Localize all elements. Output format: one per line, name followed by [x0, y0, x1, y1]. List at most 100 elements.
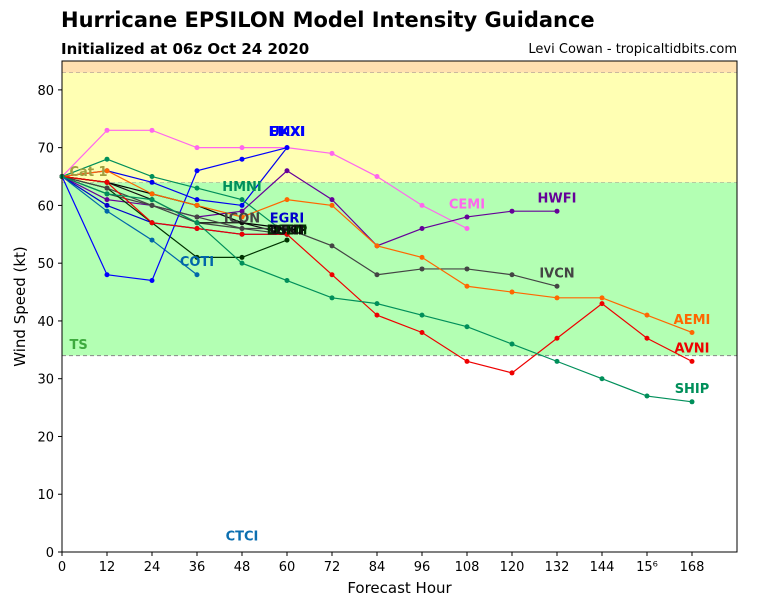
- point-emxi: [149, 278, 155, 284]
- point-ivcn: [194, 214, 200, 220]
- point-aemi: [239, 214, 245, 220]
- series-label-coti: COTI: [180, 255, 214, 270]
- series-label-emxi: EMXI: [269, 125, 306, 140]
- x-tick-label: 72: [324, 560, 341, 575]
- y-tick-label: 70: [37, 142, 54, 157]
- series-line-cemi: [61, 129, 468, 230]
- point-lgem: [194, 254, 200, 260]
- series-label-aemi: AEMI: [674, 313, 711, 328]
- point-aemi: [374, 243, 380, 249]
- series-label-icon: ICON: [224, 212, 260, 227]
- series-label-hmni: HMNI: [222, 180, 262, 195]
- point-coti: [104, 208, 110, 214]
- point-avni: [554, 335, 560, 341]
- series-label-ship: SHIP: [675, 382, 710, 397]
- y-axis-label: Wind Speed (kt): [11, 246, 29, 367]
- point-aemi: [104, 168, 110, 174]
- point-cemi: [419, 202, 425, 208]
- point-avni: [689, 358, 695, 364]
- point-ship: [644, 393, 650, 399]
- point-aemi: [599, 295, 605, 301]
- x-tick-label: 36: [189, 560, 206, 575]
- point-avni: [464, 358, 470, 364]
- y-tick-label: 40: [37, 315, 54, 330]
- x-tick-label: 96: [414, 560, 431, 575]
- point-ukxi: [194, 197, 200, 203]
- series-label-ivcn: IVCN: [539, 267, 574, 282]
- point-cemi: [194, 145, 200, 151]
- point-ship: [599, 376, 605, 382]
- point-hmni: [194, 185, 200, 191]
- point-ship: [689, 399, 695, 405]
- y-tick-label: 0: [46, 546, 54, 561]
- point-ship: [419, 312, 425, 318]
- point-hwfi: [284, 168, 290, 174]
- y-tick-label: 50: [37, 257, 54, 272]
- point-ivcn: [419, 266, 425, 272]
- point-ship: [239, 260, 245, 266]
- point-aemi: [284, 197, 290, 203]
- series-label-cemi: CEMI: [449, 197, 485, 212]
- y-tick-label: 80: [37, 84, 54, 99]
- point-ukxi: [149, 179, 155, 185]
- series-line-ivcn: [61, 175, 558, 287]
- point-hmni: [104, 156, 110, 162]
- point-lgem: [284, 237, 290, 243]
- x-tick-label: 108: [455, 560, 480, 575]
- point-avni: [194, 226, 200, 232]
- point-avni: [329, 272, 335, 278]
- y-tick-label: 30: [37, 373, 54, 388]
- point-hwfi: [419, 226, 425, 232]
- point-ivcn: [374, 272, 380, 278]
- series-labels: Cat 1 TS CTCI UKXI CEMI HWFI HMNI ICON EGRIDSHPL…: [70, 125, 711, 544]
- x-tick-label: 120: [500, 560, 525, 575]
- x-axis-label: Forecast Hour: [347, 579, 452, 597]
- x-tick-label: 12: [99, 560, 116, 575]
- y-tick-label: 60: [37, 199, 54, 214]
- point-avni: [239, 231, 245, 237]
- point-ship: [374, 301, 380, 307]
- point-ship: [149, 197, 155, 203]
- point-hwfi: [239, 208, 245, 214]
- x-tick-label: 15⁶: [636, 560, 658, 575]
- band-cat-2: [62, 61, 737, 73]
- point-hmni: [149, 174, 155, 180]
- band-label-ts: TS: [70, 338, 88, 353]
- point-avni: [104, 179, 110, 185]
- point-avni: [284, 231, 290, 237]
- chart-subtitle: Initialized at 06z Oct 24 2020: [61, 40, 310, 58]
- point-coti: [194, 272, 200, 278]
- band-label-cat-1: Cat 1: [70, 165, 108, 180]
- point-cemi: [149, 127, 155, 133]
- band-cat-1: [62, 72, 737, 183]
- point-cemi: [464, 226, 470, 232]
- point-ofci: [239, 220, 245, 226]
- series-lines: [59, 127, 695, 405]
- point-emxi: [104, 272, 110, 278]
- point-aemi: [149, 191, 155, 197]
- point-ship: [329, 295, 335, 301]
- point-avni: [509, 370, 515, 376]
- point-aemi: [329, 202, 335, 208]
- point-ivcn: [239, 226, 245, 232]
- point-aemi: [644, 312, 650, 318]
- point-aemi: [509, 289, 515, 295]
- point-avni: [419, 329, 425, 335]
- chart-title: Hurricane EPSILON Model Intensity Guidan…: [61, 8, 595, 32]
- point-ship: [284, 278, 290, 284]
- axis-ticks: 0 12 24 36 48 60 72 84 96 108 120 132 144 15⁶ 168 0 10 20…: [37, 84, 704, 575]
- point-cemi: [104, 127, 110, 133]
- series-label-ukxi: UKXI: [269, 125, 305, 140]
- point-hwfi: [104, 197, 110, 203]
- x-tick-label: 24: [144, 560, 161, 575]
- series-line-hwfi: [61, 170, 557, 247]
- point-aemi: [194, 202, 200, 208]
- point-ship: [194, 220, 200, 226]
- point-avni: [374, 312, 380, 318]
- point-ivcn: [554, 283, 560, 289]
- point-cemi: [239, 145, 245, 151]
- point-hwfi: [329, 197, 335, 203]
- point-ship: [509, 341, 515, 347]
- series-label-avni: AVNI: [675, 342, 710, 357]
- point-emxi: [284, 145, 290, 151]
